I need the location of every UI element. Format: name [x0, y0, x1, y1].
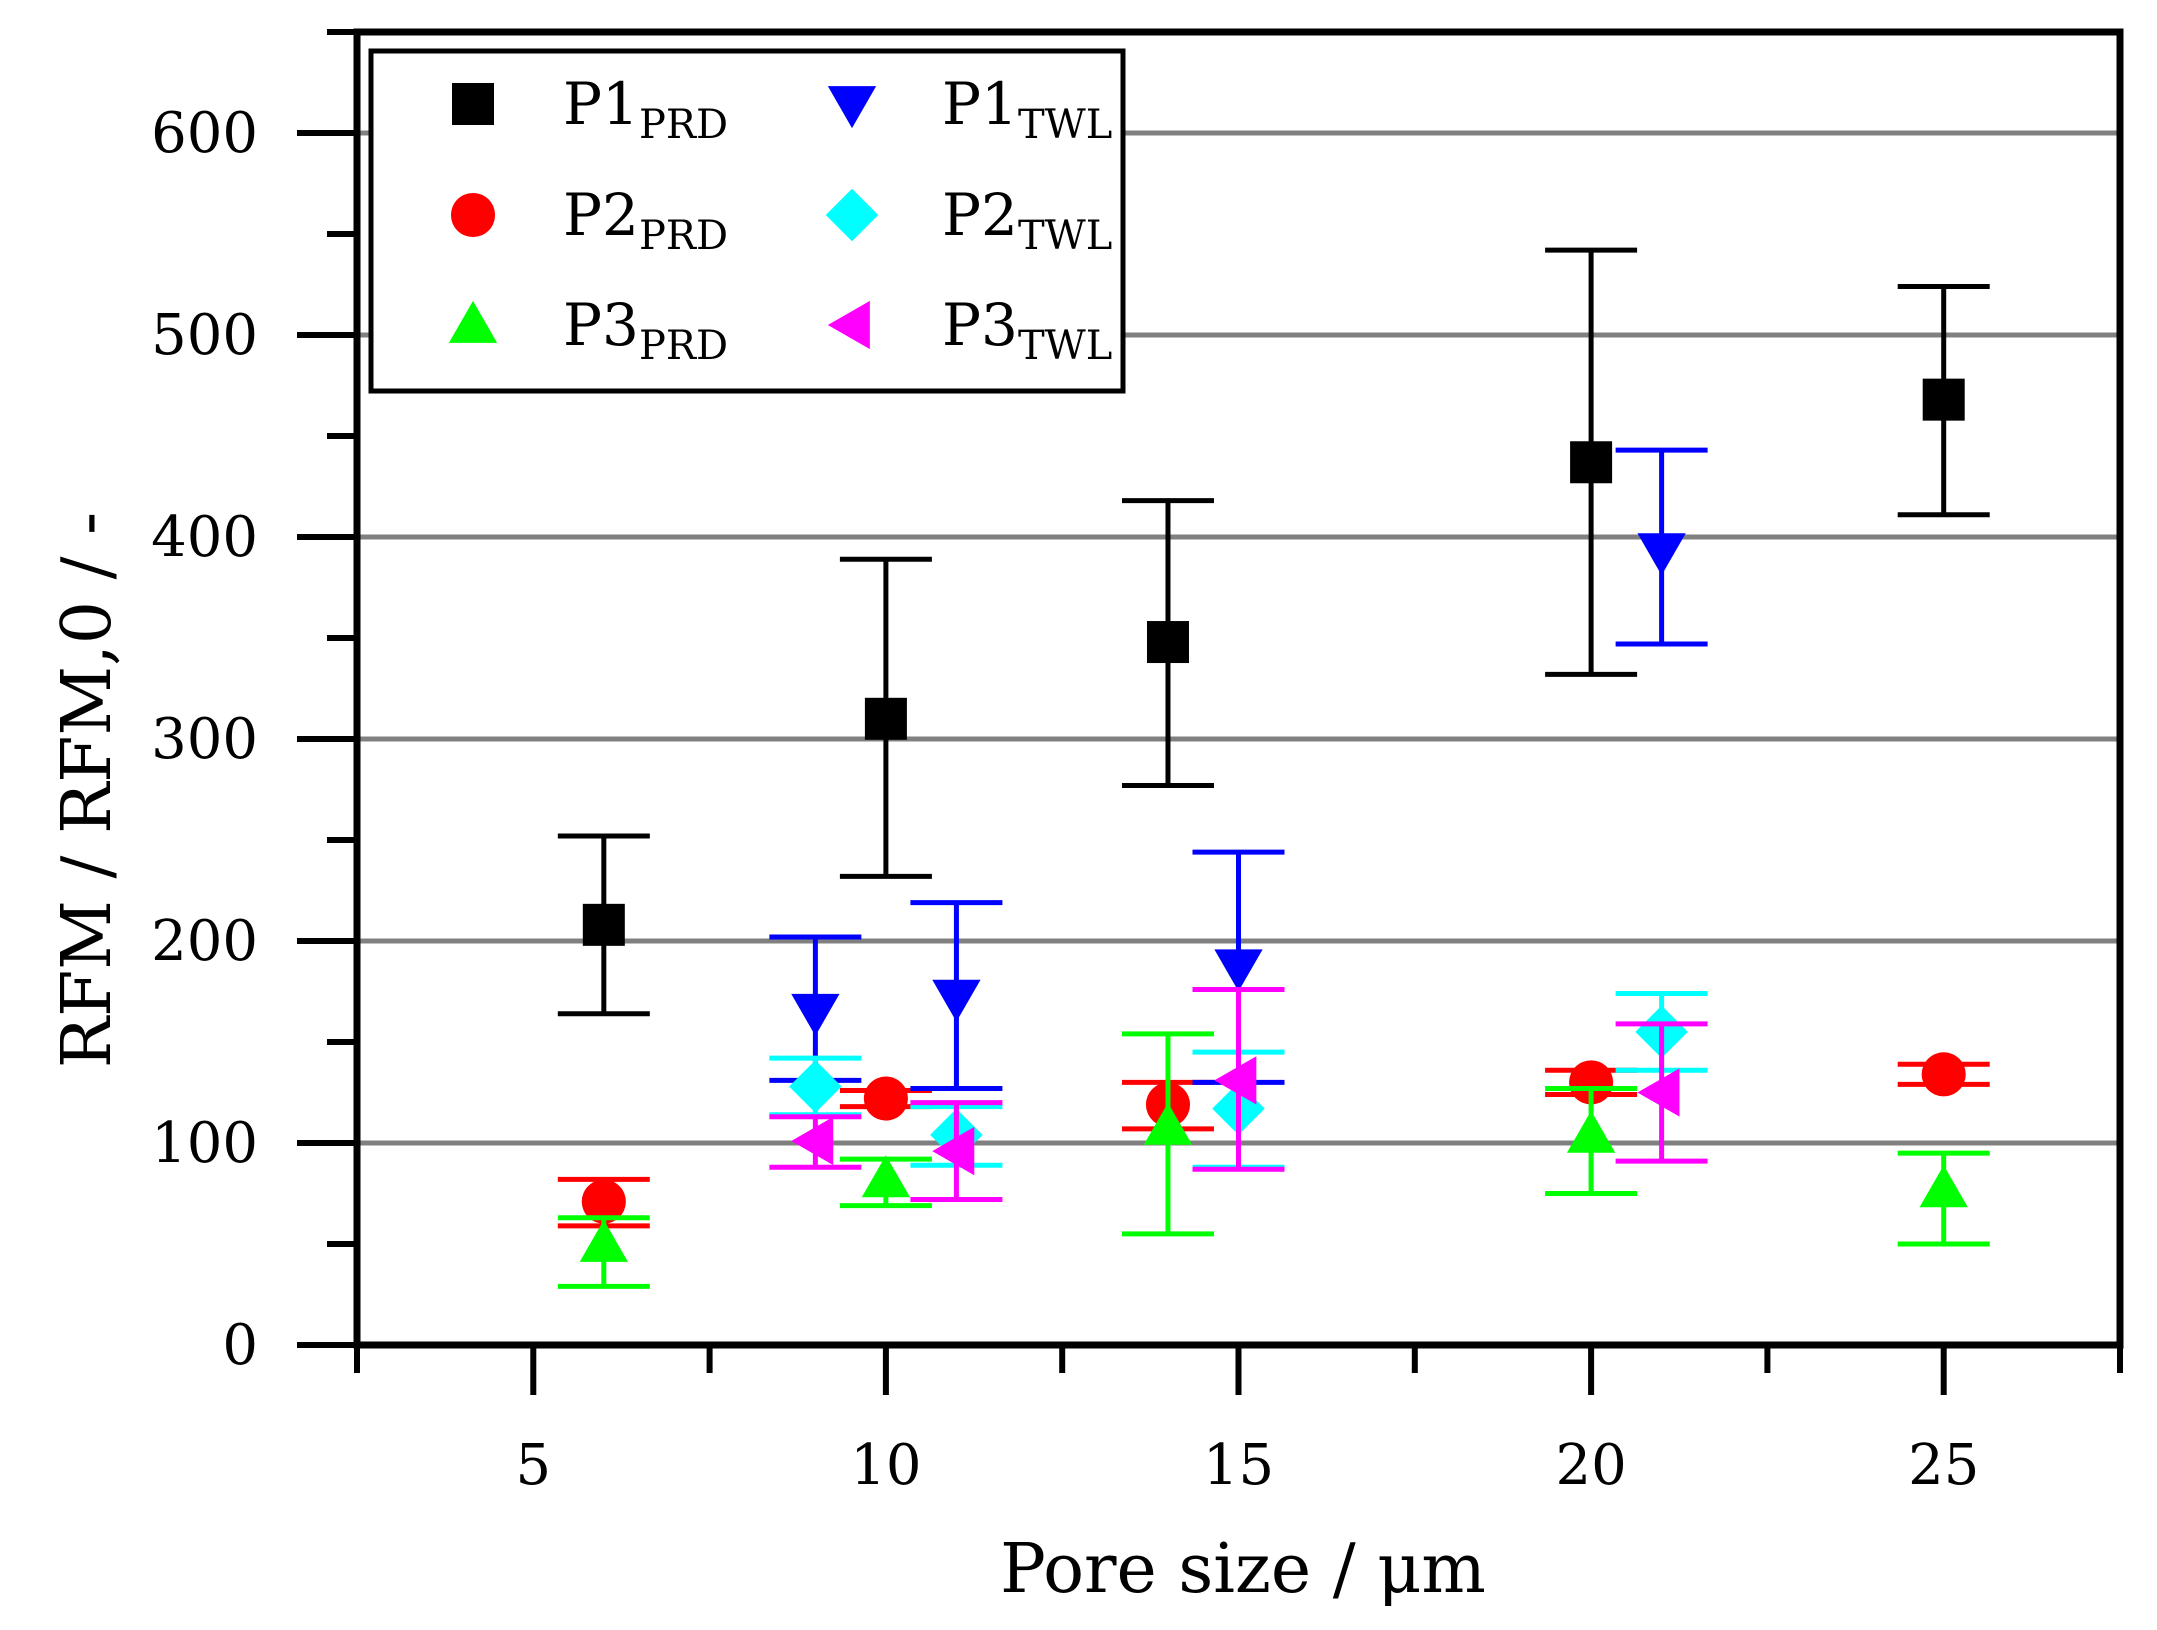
- legend-marker-p2-prd: [450, 192, 496, 238]
- legend-label-p2-twl: P2TWL: [942, 181, 1112, 259]
- legend-label-p1-twl: P1TWL: [942, 70, 1112, 148]
- legend-marker-p3-prd: [448, 300, 498, 343]
- y-tick-label: 500: [151, 303, 258, 368]
- point-p3-prd: [1143, 1102, 1193, 1145]
- x-tick-label: 15: [1203, 1433, 1274, 1498]
- point-p1-prd: [1922, 378, 1965, 421]
- legend-marker-p2-twl: [825, 188, 879, 242]
- point-p3-prd: [1919, 1165, 1968, 1208]
- point-p3-prd: [579, 1219, 628, 1262]
- data-series: [557, 247, 1990, 1289]
- legend-label-p3-twl: P3TWL: [942, 291, 1112, 369]
- point-p1-prd: [1570, 441, 1613, 484]
- legend-marker-p1-twl: [827, 86, 877, 129]
- point-p2-prd: [581, 1179, 626, 1224]
- y-axis-title: RFM / RFM,0 / -: [48, 512, 127, 1068]
- x-tick-label: 10: [850, 1433, 921, 1498]
- axes: 0 100 200 300 400 500 600 5 10 15 20 25: [151, 28, 2124, 1498]
- point-p1-prd: [864, 697, 907, 740]
- x-tick-label: 20: [1555, 1433, 1626, 1498]
- y-tick-label: 0: [222, 1313, 258, 1378]
- y-tick-label: 200: [151, 909, 258, 974]
- legend-label-p1-prd: P1PRD: [563, 70, 728, 148]
- point-p2-prd: [863, 1076, 908, 1121]
- point-p3-twl: [791, 1116, 834, 1166]
- point-p1-prd: [1146, 621, 1189, 664]
- series-p3-twl: [769, 986, 1708, 1203]
- y-tick-label: 600: [151, 101, 258, 166]
- legend-label-p2-prd: P2PRD: [563, 181, 728, 259]
- y-tick-label: 100: [151, 1111, 258, 1176]
- point-p2-prd: [1569, 1060, 1614, 1105]
- x-axis-title: Pore size / μm: [1000, 1530, 1486, 1609]
- axis-titles: Pore size / μm RFM / RFM,0 / -: [48, 512, 1486, 1609]
- y-tick-label: 400: [151, 505, 258, 570]
- y-tick-label: 300: [151, 707, 258, 772]
- series-p1-prd: [557, 247, 1990, 1017]
- point-p3-prd: [1566, 1110, 1616, 1153]
- point-p3-twl: [932, 1126, 975, 1176]
- point-p2-prd: [1921, 1052, 1966, 1097]
- legend-label-p3-prd: P3PRD: [563, 291, 728, 369]
- legend-box: [368, 48, 1126, 394]
- point-p2-twl: [789, 1060, 842, 1113]
- point-p1-twl: [1214, 949, 1263, 992]
- x-tick-label: 25: [1908, 1433, 1979, 1498]
- point-p3-twl: [1637, 1068, 1680, 1117]
- point-p1-twl: [1637, 533, 1686, 576]
- legend: P1PRD P2PRD P3PRD P1TWL P2TWL P3TWL: [368, 48, 1126, 394]
- point-p1-twl: [932, 979, 981, 1022]
- series-p3-prd: [557, 1031, 1990, 1289]
- point-p1-twl: [791, 993, 840, 1036]
- point-p3-twl: [1214, 1056, 1257, 1105]
- legend-marker-p1-prd: [452, 83, 494, 125]
- x-tick-label: 5: [515, 1433, 551, 1498]
- point-p3-prd: [861, 1155, 911, 1198]
- legend-marker-p3-twl: [827, 300, 870, 350]
- point-p1-prd: [582, 903, 625, 946]
